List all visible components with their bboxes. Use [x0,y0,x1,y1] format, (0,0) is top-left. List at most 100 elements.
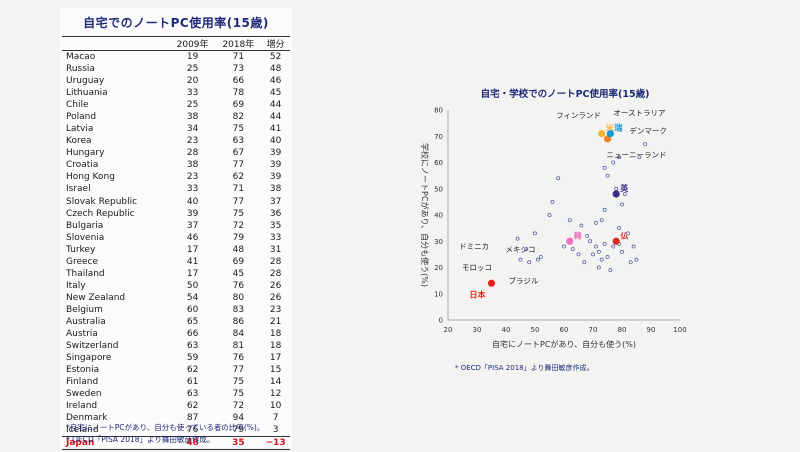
cell-country: Russia [66,64,95,75]
cell-increase: 28 [269,268,282,279]
cell-country: Estonia [66,365,100,376]
cell-country: Czech Republic [66,208,135,219]
highlight-point [606,130,614,138]
cell-increase: 15 [269,365,282,376]
cell-2018: 69 [232,100,245,111]
data-point [518,257,523,262]
cell-country: Iceland [66,425,99,436]
table-row: Slovenia 46 79 33 [62,232,290,244]
data-point [608,268,613,273]
col-2018: 2018年 [215,36,262,51]
cell-2018: 75 [232,208,245,219]
data-point [617,155,622,160]
data-point [602,207,607,212]
highlight-label: 英 [619,183,629,193]
cell-increase: 44 [269,100,282,111]
data-point [535,257,540,262]
cell-2018: 73 [232,64,245,75]
data-point [556,176,561,181]
data-point [593,244,598,249]
cell-increase: 45 [269,88,282,99]
cell-country: Israel [66,184,91,195]
cell-2018: 75 [232,124,245,135]
highlight-point [612,237,620,245]
table-row: Iceland 76 79 3 [62,424,290,437]
cell-2009: 39 [186,208,199,219]
table-row: Denmark 87 94 7 [62,412,290,424]
cell-country: Singapore [66,353,112,364]
cell-2009: 37 [186,220,199,231]
cell-increase: 21 [269,317,282,327]
data-point [596,249,601,254]
cell-2009: 62 [186,401,199,412]
footnote-definition: *自宅にノートPCがあり、自分も使っている者の比率(%)。 [66,423,265,432]
table-row: Uruguay 20 66 46 [62,75,290,87]
x-tick-label: 50 [531,326,540,334]
cell-country: Croatia [66,160,99,171]
cell-2018: 79 [232,425,245,436]
cell-country: Greece [66,256,99,267]
data-point [611,244,616,249]
cell-2009: 40 [186,196,199,207]
cell-country: Bulgaria [66,220,104,231]
table-row: Finland 61 75 14 [62,376,290,388]
x-tick-label: 60 [560,326,569,334]
data-point [538,255,543,259]
country-annotation: ドミニカ [459,242,489,251]
x-tick-label: 20 [444,326,453,334]
table-row: Lithuania 33 78 45 [62,87,290,99]
cell-2009: 23 [186,136,199,147]
table-row: Australia 65 86 21 [62,316,290,328]
cell-2009: 25 [186,64,199,75]
cell-increase: 10 [269,401,282,412]
cell-2009: 38 [186,112,199,123]
col-2009: 2009年 [169,36,216,51]
cell-2009: 63 [186,389,199,400]
table-row: Sweden 63 75 12 [62,388,290,400]
data-point [634,257,639,262]
cell-increase: 52 [269,52,282,62]
cell-country: Australia [66,317,106,327]
cell-2018: 48 [232,244,245,255]
table-row: Austria 66 84 18 [62,328,290,340]
cell-increase: 36 [269,208,282,219]
cell-increase: 7 [272,413,279,424]
cell-2009: 60 [186,304,199,315]
data-point [617,226,622,231]
cell-increase: 48 [269,64,282,75]
data-point [596,265,601,270]
data-point [599,257,604,262]
cell-2018: 67 [232,148,245,159]
y-tick-label: 50 [434,185,443,193]
data-point [614,186,619,191]
cell-country: Slovak Republic [66,196,138,207]
data-point [585,234,590,238]
highlight-label: 日本 [470,289,486,299]
cell-2018: 35 [215,436,262,451]
x-tick-label: 100 [673,326,686,334]
country-annotation: ニューニーランド [607,150,667,159]
country-annotation: モロッコ [462,263,492,272]
cell-2018: 62 [232,172,245,183]
cell-increase: 39 [269,160,282,171]
table-row: Turkey 17 48 31 [62,244,290,256]
cell-country: New Zealand [66,292,126,303]
data-point [625,231,630,236]
cell-country: Turkey [66,244,96,255]
cell-2009: 33 [186,88,199,99]
data-point [582,260,587,265]
data-point [562,244,566,249]
cell-2018: 79 [232,232,245,243]
y-tick-label: 60 [434,159,443,167]
cell-increase: 18 [269,341,282,352]
cell-2018: 78 [232,88,245,99]
country-annotation: フィンランド [556,111,601,120]
cell-2009: 76 [186,425,199,436]
data-point [567,218,572,223]
cell-country: Hungary [66,148,105,159]
cell-2018: 66 [232,76,245,87]
table-row: Korea 23 63 40 [62,135,290,147]
cell-country: Uruguay [66,76,105,87]
data-point [622,192,627,196]
cell-2018: 86 [232,317,245,327]
